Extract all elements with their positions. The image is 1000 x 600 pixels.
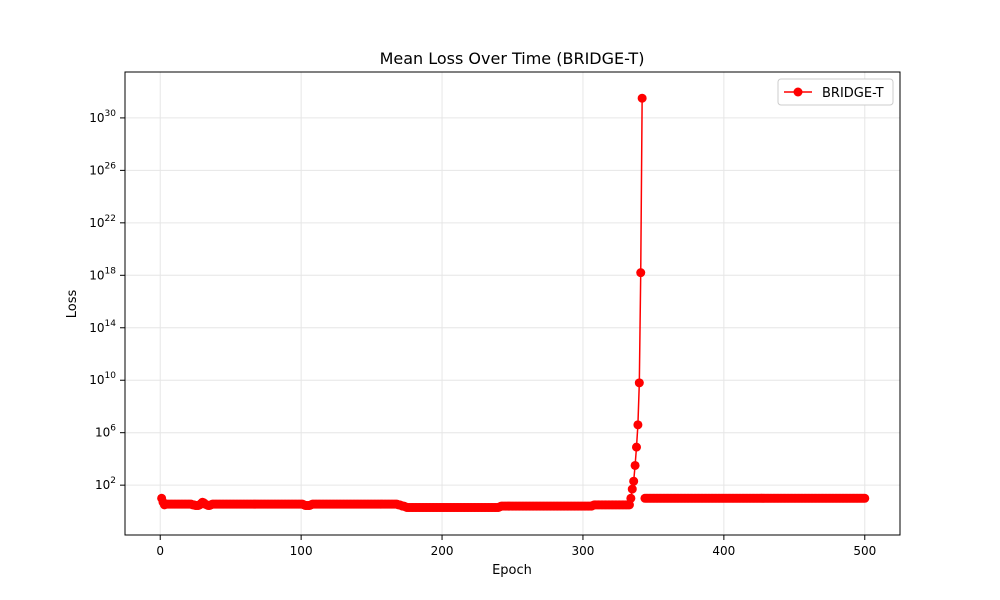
- data-point: [629, 476, 639, 486]
- plot-area-background: [125, 72, 900, 535]
- x-tick-label: 0: [156, 544, 164, 558]
- y-tick-label: 1026: [89, 161, 116, 177]
- y-tick-label: 1014: [89, 319, 116, 335]
- data-point: [632, 442, 641, 452]
- y-tick-label: 1022: [89, 214, 116, 230]
- data-point: [636, 268, 646, 278]
- y-tick-label: 102: [95, 476, 116, 492]
- x-axis-label: Epoch: [492, 563, 532, 578]
- grid: [125, 72, 900, 535]
- legend-box: [777, 78, 894, 106]
- x-tick-label: 400: [712, 544, 735, 558]
- data-point: [626, 493, 636, 503]
- data-point: [633, 420, 643, 430]
- series-layer: [157, 93, 870, 512]
- legend-label: BRIDGE-T: [822, 86, 884, 101]
- chart-title: Mean Loss Over Time (BRIDGE-T): [380, 49, 645, 68]
- y-axis-ticks: 102 106 1010 1014 1018 1022 1026 1030: [89, 109, 125, 492]
- data-point: [860, 493, 870, 503]
- x-axis-ticks: 0 100 200 300 400 500: [156, 535, 876, 558]
- y-tick-label: 1030: [89, 109, 116, 125]
- x-tick-label: 500: [853, 544, 876, 558]
- data-point: [630, 460, 640, 470]
- x-tick-label: 300: [572, 544, 595, 558]
- y-axis-label: Loss: [65, 290, 80, 319]
- data-point: [634, 378, 644, 388]
- data-point: [637, 93, 647, 103]
- y-tick-label: 1010: [89, 371, 116, 387]
- data-point: [627, 484, 637, 494]
- y-tick-label: 106: [95, 424, 116, 440]
- y-tick-label: 1018: [89, 266, 116, 282]
- x-tick-label: 100: [290, 544, 313, 558]
- plot-frame: [124, 71, 901, 536]
- legend: BRIDGE-T: [777, 78, 894, 106]
- x-tick-label: 200: [431, 544, 454, 558]
- legend-marker: [793, 87, 803, 97]
